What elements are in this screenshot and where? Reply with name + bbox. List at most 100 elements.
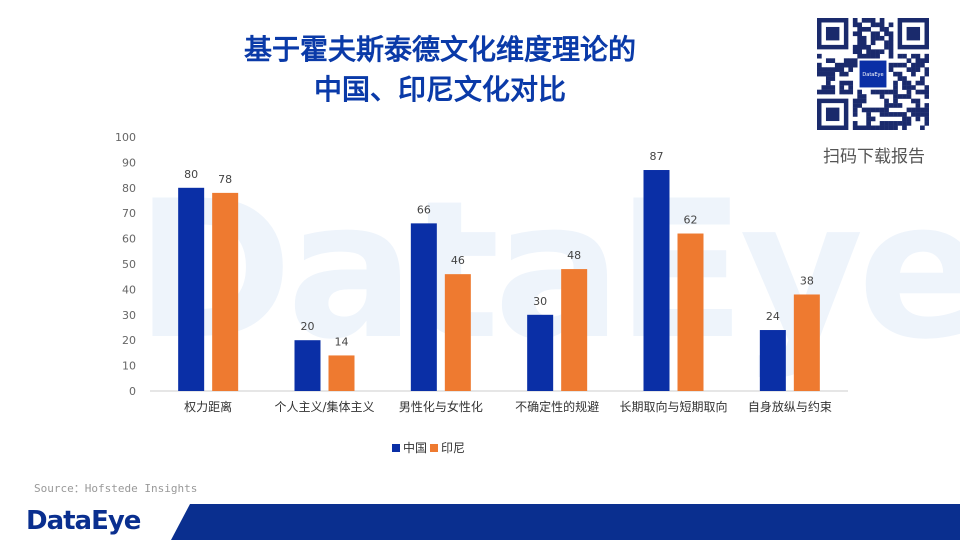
qr-module <box>857 44 862 50</box>
qr-module <box>852 49 858 55</box>
bar <box>294 340 321 391</box>
qr-module <box>888 62 894 68</box>
qr-module <box>857 125 862 131</box>
qr-module <box>848 80 854 86</box>
qr-module <box>915 103 921 108</box>
qr-module <box>893 98 898 104</box>
qr-module <box>888 67 894 72</box>
qr-module <box>924 103 930 108</box>
qr-module <box>870 53 876 59</box>
qr-module <box>825 67 831 72</box>
y-tick-label: 20 <box>122 334 136 347</box>
qr-module <box>875 125 880 131</box>
category-label: 男性化与女性化 <box>399 399 483 414</box>
qr-module <box>906 121 912 126</box>
qr-module <box>911 71 916 77</box>
qr-module <box>884 31 889 37</box>
qr-module <box>866 53 871 59</box>
y-tick-label: 70 <box>122 207 136 220</box>
qr-module <box>893 89 898 95</box>
qr-module <box>924 121 930 126</box>
qr-module <box>902 116 907 122</box>
qr-module <box>911 85 916 90</box>
qr-module <box>915 53 921 59</box>
qr-module <box>830 58 836 63</box>
qr-module <box>884 125 889 131</box>
qr-module <box>893 94 898 99</box>
qr-module <box>888 89 894 95</box>
legend-swatch <box>392 444 400 452</box>
qr-module <box>866 112 871 117</box>
qr-module <box>897 103 903 108</box>
category-label: 个人主义/集体主义 <box>274 399 374 414</box>
qr-module <box>852 121 858 126</box>
footer-logo: DataEye <box>0 504 190 540</box>
qr-module <box>893 71 898 77</box>
qr-module <box>879 112 885 117</box>
bar-value-label: 38 <box>800 274 814 287</box>
footer-logo-text: DataEye <box>26 506 141 536</box>
bar-value-label: 20 <box>301 320 315 333</box>
qr-module <box>879 22 885 28</box>
qr-module <box>875 107 880 113</box>
qr-module <box>897 121 903 126</box>
qr-module <box>888 103 894 108</box>
qr-module <box>839 89 845 95</box>
qr-module <box>897 76 903 81</box>
qr-module <box>817 62 822 68</box>
bar-value-label: 48 <box>567 249 581 262</box>
qr-module <box>870 31 876 37</box>
qr-module <box>821 85 827 90</box>
bar <box>178 187 205 391</box>
qr-module <box>857 49 862 55</box>
qr-module <box>888 121 894 126</box>
qr-module <box>915 107 921 113</box>
qr-module <box>861 44 867 50</box>
qr-module <box>852 31 858 37</box>
qr-module <box>839 80 845 86</box>
qr-module <box>834 62 840 68</box>
qr-module <box>843 62 849 68</box>
qr-module <box>843 80 849 86</box>
category-label: 长期取向与短期取向 <box>619 399 727 414</box>
qr-module <box>861 18 867 23</box>
qr-module <box>843 71 849 77</box>
qr-module <box>870 35 876 41</box>
qr-module <box>888 125 894 131</box>
qr-module <box>825 71 831 77</box>
bar <box>444 274 471 391</box>
y-tick-label: 10 <box>122 360 136 373</box>
qr-module <box>902 85 907 90</box>
qr-code[interactable]: DataEye <box>817 18 930 131</box>
qr-module <box>924 112 930 117</box>
bar <box>410 223 437 391</box>
qr-module <box>870 49 876 55</box>
qr-module <box>924 67 930 72</box>
qr-module <box>920 125 925 131</box>
qr-module <box>861 26 867 32</box>
qr-module <box>866 121 871 126</box>
bar-value-label: 62 <box>684 214 698 227</box>
legend-swatch <box>430 444 438 452</box>
qr-module <box>915 116 921 122</box>
qr-module <box>911 107 916 113</box>
qr-module <box>825 58 831 63</box>
qr-module <box>852 125 858 131</box>
qr-module <box>830 85 836 90</box>
qr-module <box>852 18 858 23</box>
qr-module <box>870 40 876 46</box>
qr-module <box>870 22 876 28</box>
qr-module <box>920 80 925 86</box>
qr-module <box>857 103 862 108</box>
qr-module <box>906 89 912 95</box>
qr-module <box>870 107 876 113</box>
qr-module <box>915 80 921 86</box>
bar-chart: 0 10 20 30 40 50 60 70 80 90 100 80 78 权力距离 20 14 个人主义/集… <box>115 131 848 455</box>
qr-module <box>915 67 921 72</box>
qr-module <box>915 89 921 95</box>
qr-module <box>821 71 827 77</box>
qr-module <box>866 18 871 23</box>
qr-module <box>830 71 836 77</box>
qr-module <box>839 71 845 77</box>
qr-module <box>879 26 885 32</box>
